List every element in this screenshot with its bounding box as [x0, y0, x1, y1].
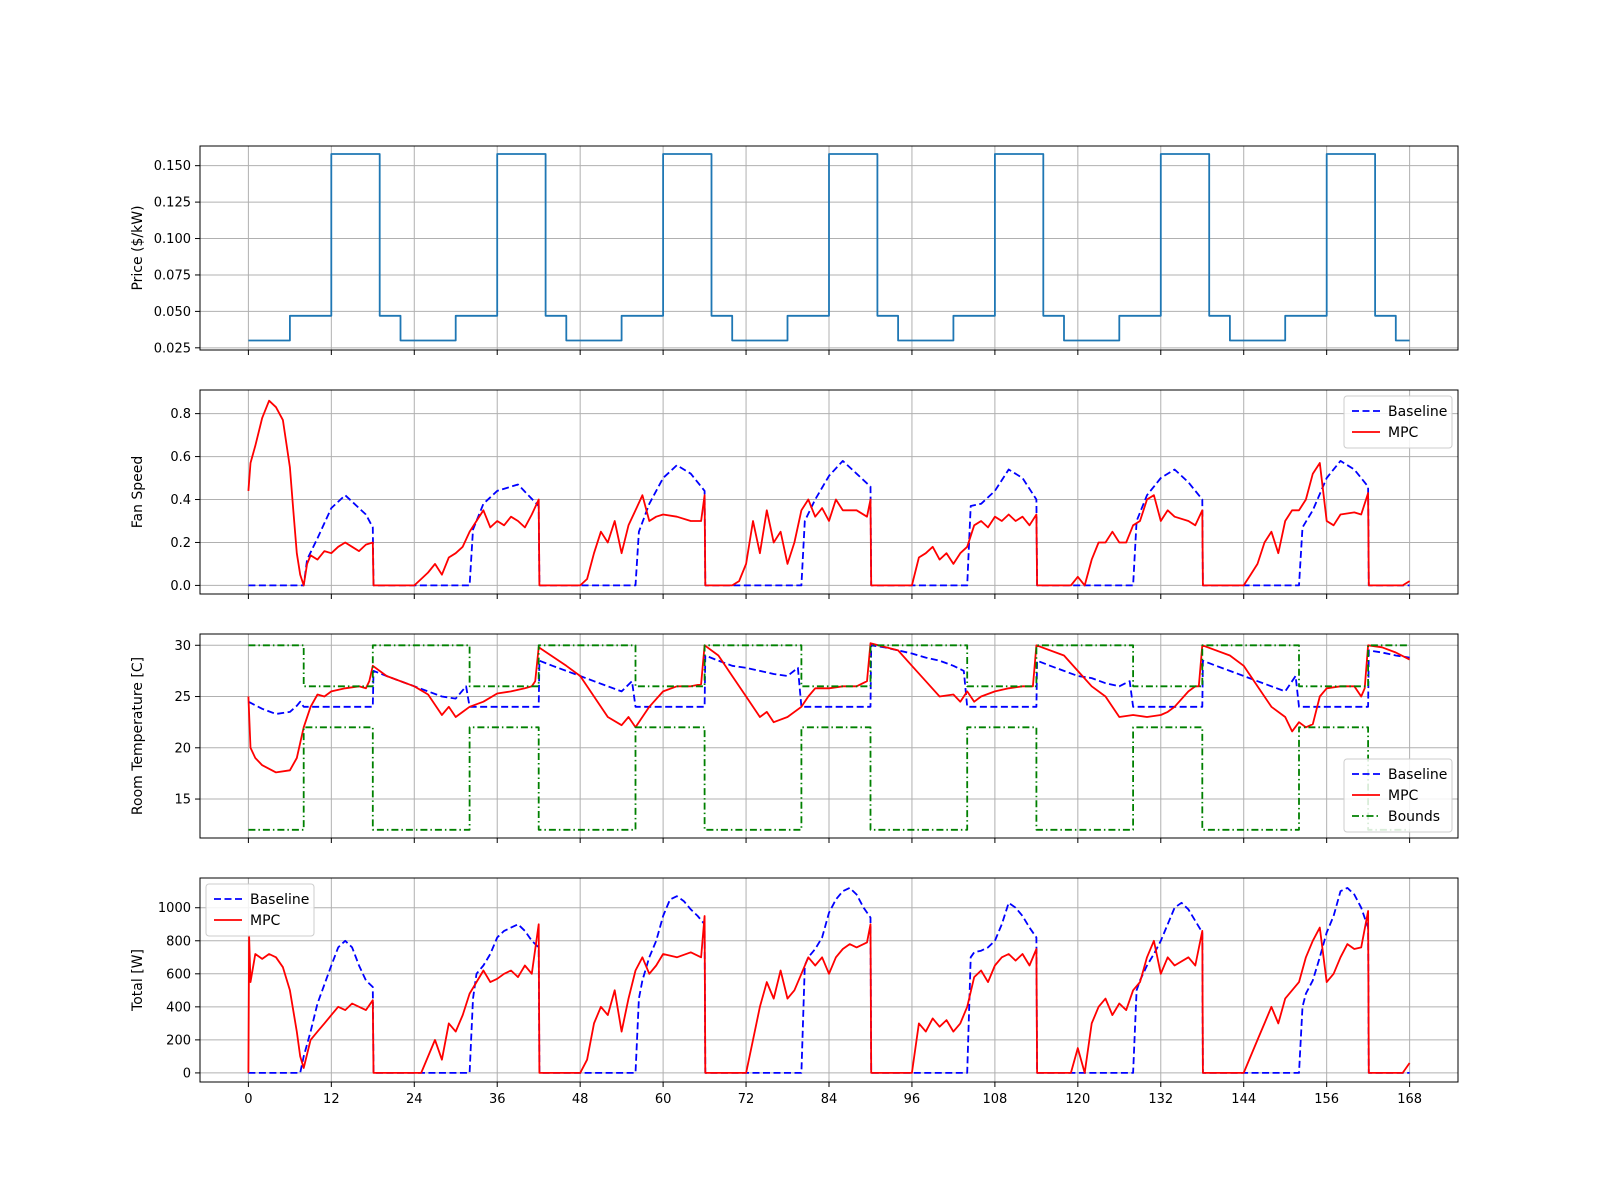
- x-tick-label: 132: [1148, 1092, 1173, 1107]
- series-line-extra-3: [248, 726, 1410, 831]
- series-line-mpc-1: [247, 642, 1411, 774]
- legend-label: Baseline: [250, 892, 309, 908]
- y-tick-label: 30: [174, 639, 191, 654]
- grid: [200, 390, 1458, 594]
- y-tick-label: 0.150: [154, 159, 191, 174]
- y-tick-label: 0.4: [170, 493, 191, 508]
- y-tick-label: 15: [174, 793, 191, 808]
- x-tick-label: 72: [738, 1092, 755, 1107]
- y-tick-label: 600: [166, 967, 191, 982]
- panel-total-power: 0 12 24 36 48 60 72 84 96 108 120 132 144 156 168 0 200 4…: [130, 877, 1459, 1107]
- x-tick-label: 144: [1231, 1092, 1256, 1107]
- series-line-mpc-1: [247, 399, 1411, 587]
- y-axis-label: Room Temperature [C]: [130, 657, 146, 815]
- series-line-bounds-2: [248, 644, 1410, 688]
- legend-label: Bounds: [1388, 809, 1440, 825]
- legend-label: Baseline: [1388, 767, 1447, 783]
- x-tick-label: 12: [323, 1092, 340, 1107]
- x-tick-label: 48: [572, 1092, 589, 1107]
- x-tick-label: 24: [406, 1092, 423, 1107]
- legend-box: [205, 883, 315, 937]
- y-tick-label: 0.125: [154, 196, 191, 211]
- series-line-extra-0: [248, 153, 1410, 342]
- y-tick-label: 0.025: [154, 341, 191, 356]
- y-tick-label: 1000: [158, 901, 191, 916]
- legend-label: MPC: [1388, 425, 1419, 441]
- panel-fan-speed: 0.0 0.2 0.4 0.6 0.8 Fan Speed Baseline MPC: [130, 389, 1459, 599]
- y-tick-label: 800: [166, 934, 191, 949]
- legend: Baseline MPC: [205, 883, 315, 937]
- y-tick-label: 0.050: [154, 305, 191, 320]
- series-group: [247, 642, 1411, 831]
- series-group: [247, 399, 1411, 587]
- y-tick-label: 200: [166, 1033, 191, 1048]
- y-tick-label: 0.100: [154, 232, 191, 247]
- y-tick-label: 0.8: [170, 407, 191, 422]
- series-group: [248, 153, 1410, 342]
- y-tick-label: 0: [183, 1066, 191, 1081]
- y-tick-label: 400: [166, 1000, 191, 1015]
- grid: [200, 878, 1458, 1082]
- legend-label: MPC: [250, 913, 281, 929]
- y-tick-label: 25: [174, 690, 191, 705]
- x-tick-label: 168: [1397, 1092, 1422, 1107]
- series-line-mpc-1: [247, 910, 1411, 1074]
- legend: Baseline MPC: [1343, 395, 1453, 449]
- y-axis-label: Fan Speed: [130, 456, 146, 529]
- x-tick-label: 108: [982, 1092, 1007, 1107]
- series-line-baseline-0: [248, 887, 1410, 1074]
- y-tick-label: 0.075: [154, 268, 191, 283]
- series-line-baseline-0: [247, 644, 1410, 715]
- x-tick-label: 60: [655, 1092, 672, 1107]
- y-tick-label: 20: [174, 741, 191, 756]
- x-tick-label: 0: [244, 1092, 252, 1107]
- x-tick-label: 96: [904, 1092, 921, 1107]
- legend-label: MPC: [1388, 788, 1419, 804]
- x-tick-label: 36: [489, 1092, 506, 1107]
- y-tick-label: 0.0: [170, 579, 191, 594]
- y-axis-label: Total [W]: [130, 949, 146, 1012]
- series-group: [247, 887, 1411, 1074]
- y-axis-label: Price ($/kW): [130, 205, 146, 290]
- x-tick-label: 156: [1314, 1092, 1339, 1107]
- x-tick-label: 84: [821, 1092, 838, 1107]
- legend-box: [1343, 758, 1453, 833]
- grid: [200, 634, 1458, 838]
- y-tick-label: 0.2: [170, 536, 191, 551]
- legend-box: [1343, 395, 1453, 449]
- legend: Baseline MPC Bounds: [1343, 758, 1453, 833]
- x-tick-label: 120: [1065, 1092, 1090, 1107]
- y-tick-label: 0.6: [170, 450, 191, 465]
- legend-label: Baseline: [1388, 404, 1447, 420]
- panel-price: 0.025 0.050 0.075 0.100 0.125 0.150 Price ($/k…: [130, 145, 1459, 356]
